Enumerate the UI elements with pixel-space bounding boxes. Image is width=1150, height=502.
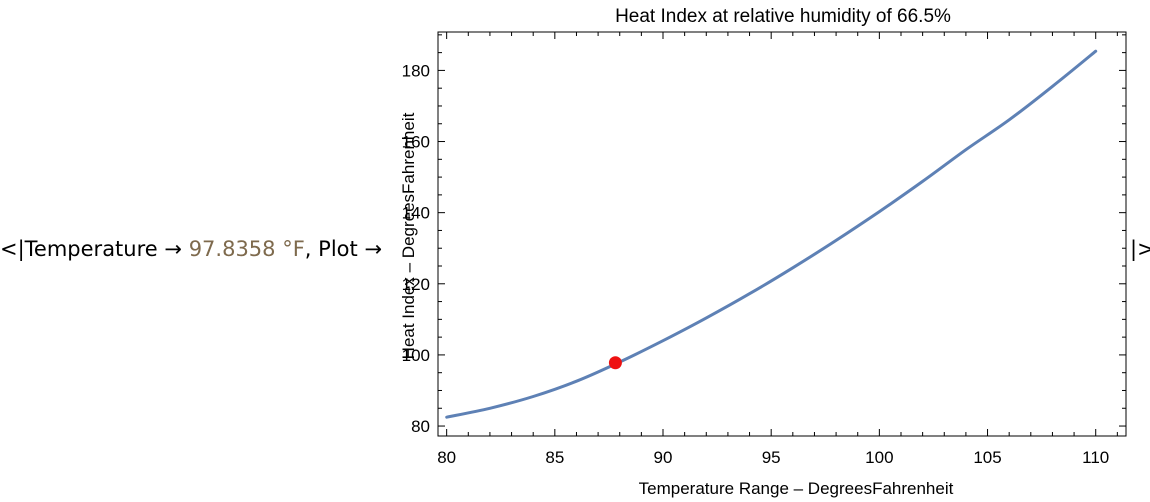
x-tick-label: 80	[437, 448, 456, 467]
current-temperature-point[interactable]	[608, 356, 622, 370]
y-axis-label: Heat Index – DegreesFahrenheit	[399, 112, 418, 359]
heat-index-curve	[445, 49, 1098, 419]
x-tick-label: 85	[545, 448, 564, 467]
temperature-quantity[interactable]: 97.8358 °F	[188, 237, 305, 261]
y-tick-label: 80	[411, 417, 430, 436]
plot-frame	[437, 31, 1127, 437]
axis-ticks	[438, 32, 1126, 436]
x-tick-label: 100	[865, 448, 893, 467]
temperature-key: Temperature	[24, 237, 158, 261]
rule-arrow: →	[164, 237, 182, 261]
x-tick-label: 95	[762, 448, 781, 467]
association-close: |>	[1130, 237, 1150, 261]
plot-key: Plot	[318, 237, 358, 261]
rule-arrow: →	[364, 237, 383, 261]
x-tick-label: 105	[973, 448, 1001, 467]
y-tick-label: 180	[402, 61, 430, 80]
y-tick-label: 160	[402, 133, 430, 152]
y-tick-label: 100	[402, 346, 430, 365]
y-tick-label: 140	[402, 204, 430, 223]
association-open-bracket: <|	[0, 237, 25, 261]
x-tick-label: 110	[1082, 448, 1109, 467]
x-tick-label: 90	[654, 448, 673, 467]
association-prefix: <|Temperature → 97.8358 °F, Plot →	[0, 234, 382, 264]
y-tick-label: 120	[402, 275, 430, 294]
chart-title: Heat Index at relative humidity of 66.5%	[615, 6, 951, 27]
axis-tick-labels: 80 85 90 95 100 105 110 80 100 120 140 160 180	[402, 61, 1110, 467]
x-axis-label: Temperature Range – DegreesFahrenheit	[639, 479, 954, 498]
association-separator: ,	[304, 237, 312, 261]
